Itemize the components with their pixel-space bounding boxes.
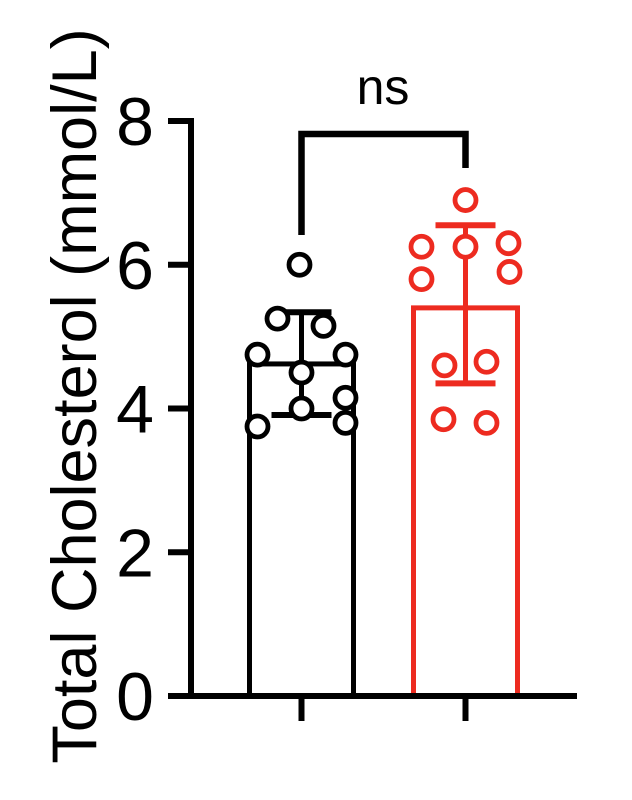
data-point-group-2 — [473, 409, 500, 436]
data-point-group-2 — [496, 259, 523, 285]
data-point-group-1 — [310, 312, 337, 339]
data-point-group-1 — [288, 359, 315, 386]
data-point-group-1 — [332, 384, 359, 411]
y-tick-label: 2 — [116, 515, 154, 591]
y-tick-label: 6 — [116, 228, 154, 304]
data-point-group-2 — [495, 230, 522, 257]
y-tick-label: 8 — [116, 84, 154, 160]
data-point-group-1 — [332, 409, 359, 436]
y-tick-label: 0 — [116, 659, 154, 735]
data-point-group-2 — [431, 352, 458, 379]
data-point-group-1 — [244, 413, 271, 440]
data-point-group-2 — [408, 233, 435, 260]
data-point-group-2 — [430, 406, 457, 433]
y-tick-label: 4 — [116, 372, 154, 448]
axes-layer: 0 2 4 6 8 — [116, 84, 577, 735]
data-point-group-1 — [286, 251, 313, 278]
data-point-group-1 — [244, 341, 271, 368]
data-point-group-2 — [473, 348, 500, 375]
significance-bracket-layer — [298, 130, 469, 235]
data-point-group-1 — [264, 305, 291, 332]
significance-label: ns — [357, 59, 410, 115]
data-point-group-2 — [452, 233, 479, 260]
data-point-group-1 — [288, 395, 315, 422]
data-point-group-2 — [452, 187, 479, 213]
data-point-group-2 — [408, 266, 435, 293]
data-points-layer — [244, 187, 523, 440]
data-point-group-1 — [332, 341, 359, 368]
significance-bracket — [298, 130, 469, 235]
y-axis-title: Total Cholesterol (mmol/L) — [40, 28, 110, 763]
